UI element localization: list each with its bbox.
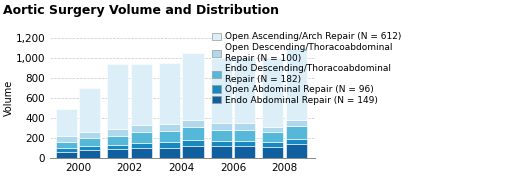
Bar (79, 138, 100, 146)
Bar (262, 147, 284, 158)
Bar (159, 131, 180, 142)
Bar (159, 124, 180, 131)
Bar (211, 123, 232, 130)
Bar (107, 145, 129, 149)
Bar (211, 146, 232, 158)
Bar (262, 132, 284, 142)
Bar (159, 63, 180, 124)
Bar (183, 140, 204, 146)
Bar (107, 129, 129, 136)
Bar (56, 142, 77, 148)
Bar (211, 58, 232, 123)
Bar (56, 136, 77, 142)
Bar (131, 125, 152, 132)
Bar (286, 120, 307, 126)
Bar (211, 141, 232, 146)
Bar (211, 130, 232, 141)
Bar (286, 144, 307, 158)
Bar (234, 141, 255, 146)
Bar (131, 132, 152, 143)
Bar (183, 146, 204, 158)
Y-axis label: Volume: Volume (4, 80, 14, 116)
Bar (234, 130, 255, 141)
Bar (56, 148, 77, 152)
Bar (159, 142, 180, 148)
Bar (79, 146, 100, 150)
Text: Aortic Surgery Volume and Distribution: Aortic Surgery Volume and Distribution (3, 4, 279, 17)
Bar (56, 109, 77, 136)
Bar (183, 53, 204, 120)
Bar (79, 132, 100, 138)
Bar (79, 150, 100, 158)
Bar (131, 143, 152, 148)
Bar (234, 58, 255, 123)
Legend: Open Ascending/Arch Repair (N = 612), Open Descending/Thoracoabdominal
Repair (N: Open Ascending/Arch Repair (N = 612), Op… (212, 33, 401, 105)
Bar (183, 120, 204, 127)
Bar (286, 48, 307, 120)
Bar (262, 127, 284, 132)
Bar (107, 136, 129, 145)
Bar (234, 123, 255, 130)
Bar (56, 152, 77, 158)
Bar (286, 126, 307, 139)
Bar (183, 127, 204, 140)
Bar (159, 148, 180, 158)
Bar (131, 64, 152, 125)
Bar (262, 142, 284, 147)
Bar (107, 149, 129, 158)
Bar (234, 146, 255, 158)
Bar (262, 58, 284, 127)
Bar (131, 148, 152, 158)
Bar (79, 88, 100, 132)
Bar (286, 139, 307, 144)
Bar (107, 64, 129, 129)
